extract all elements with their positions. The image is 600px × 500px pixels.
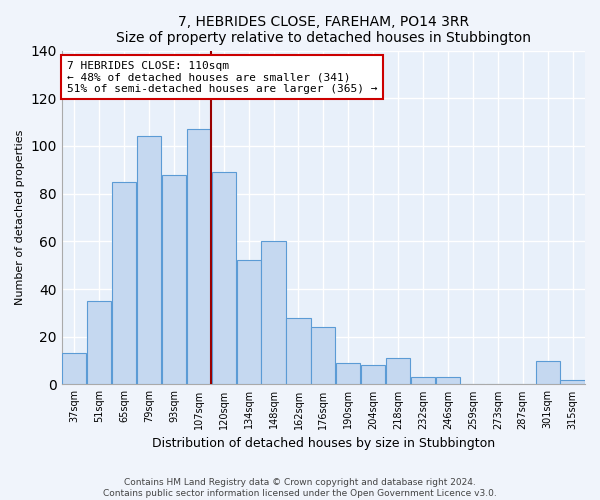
Bar	[286, 318, 311, 384]
Bar	[87, 301, 111, 384]
Bar	[436, 378, 460, 384]
Bar	[411, 378, 435, 384]
Bar	[262, 242, 286, 384]
Bar	[62, 354, 86, 384]
Bar	[336, 363, 361, 384]
Text: Contains HM Land Registry data © Crown copyright and database right 2024.
Contai: Contains HM Land Registry data © Crown c…	[103, 478, 497, 498]
Bar	[137, 136, 161, 384]
Y-axis label: Number of detached properties: Number of detached properties	[15, 130, 25, 305]
Bar	[536, 360, 560, 384]
Text: 7 HEBRIDES CLOSE: 110sqm
← 48% of detached houses are smaller (341)
51% of semi-: 7 HEBRIDES CLOSE: 110sqm ← 48% of detach…	[67, 60, 377, 94]
Bar	[311, 327, 335, 384]
Bar	[162, 174, 186, 384]
Bar	[212, 172, 236, 384]
Bar	[560, 380, 584, 384]
X-axis label: Distribution of detached houses by size in Stubbington: Distribution of detached houses by size …	[152, 437, 495, 450]
Bar	[386, 358, 410, 384]
Title: 7, HEBRIDES CLOSE, FAREHAM, PO14 3RR
Size of property relative to detached house: 7, HEBRIDES CLOSE, FAREHAM, PO14 3RR Siz…	[116, 15, 531, 45]
Bar	[112, 182, 136, 384]
Bar	[187, 129, 211, 384]
Bar	[236, 260, 261, 384]
Bar	[361, 366, 385, 384]
